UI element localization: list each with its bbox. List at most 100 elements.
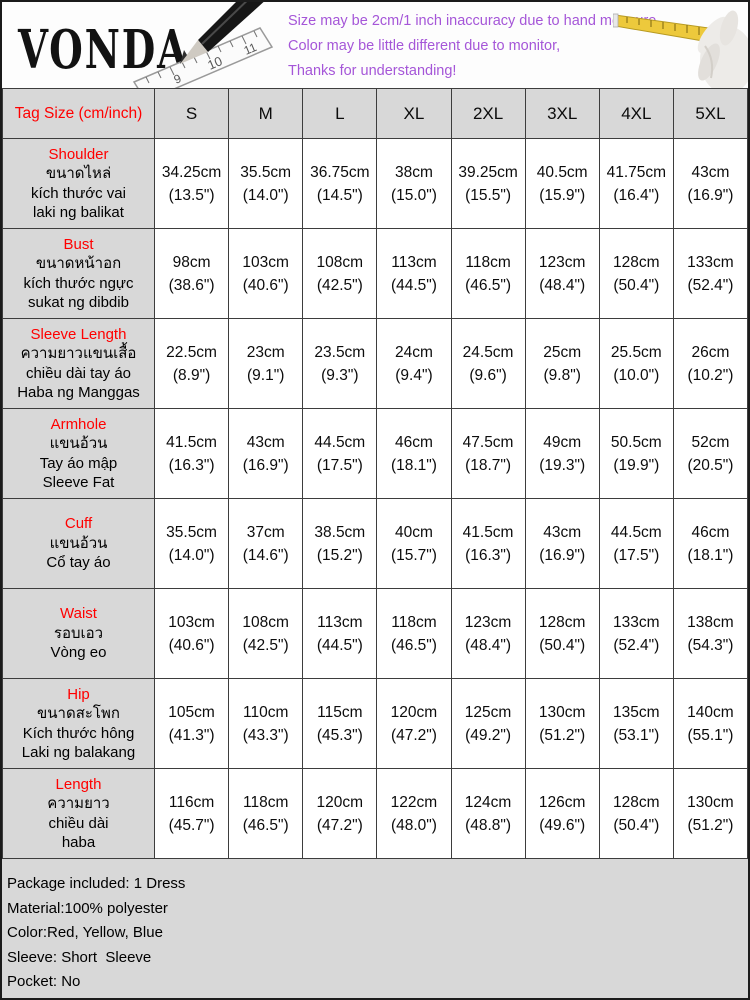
row-label-translation: Vòng eo <box>50 644 107 662</box>
size-cell: 120cm (47.2") <box>302 768 378 859</box>
size-value-cm: 123cm <box>464 613 512 631</box>
row-label-translation: ความยาวแขนเสื้อ <box>20 345 137 362</box>
size-value-cm: 133cm <box>613 613 660 631</box>
row-header-bust: Bust ขนาดหน้าอก kích thước ngực sukat ng di… <box>2 228 155 319</box>
svg-text:9: 9 <box>172 71 184 87</box>
size-value-inch: (18.1") <box>687 546 734 564</box>
size-cell: 115cm (45.3") <box>302 678 378 769</box>
size-value-inch: (41.3") <box>168 726 215 744</box>
size-cell: 37cm (14.6") <box>228 498 304 589</box>
size-value-inch: (8.9") <box>172 366 211 384</box>
size-chart-table: Tag Size (cm/inch) S M L XL 2XL 3XL 4XL 5XL Shou… <box>2 88 748 859</box>
ruler-icon: 9 10 11 <box>132 27 274 88</box>
size-value-inch: (42.5") <box>316 276 363 294</box>
size-value-cm: 120cm <box>316 793 364 811</box>
row-label-translation: haba <box>61 834 96 851</box>
size-cell: 130cm (51.2") <box>524 678 600 769</box>
row-label: Waist <box>60 605 97 623</box>
size-cell: 108cm (42.5") <box>302 228 378 319</box>
size-value-cm: 125cm <box>464 703 512 721</box>
size-value-cm: 22.5cm <box>166 343 217 361</box>
size-cell: 128cm (50.4") <box>524 588 600 679</box>
row-label-translation: kích thước vai <box>31 184 126 202</box>
size-value-cm: 38.5cm <box>314 523 366 541</box>
svg-text:10: 10 <box>205 53 224 72</box>
row-label-translation: Cổ tay áo <box>46 554 111 572</box>
measure-note-line: Size may be 2cm/1 inch inaccuracy due to… <box>288 13 661 29</box>
measure-notes: Size may be 2cm/1 inch inaccuracy due to… <box>288 9 660 84</box>
row-label: Shoulder <box>48 145 109 163</box>
size-value-cm: 43cm <box>691 163 730 181</box>
size-value-cm: 39.25cm <box>458 163 518 181</box>
size-value-inch: (46.5") <box>465 276 512 294</box>
size-value-cm: 130cm <box>687 793 734 811</box>
measure-note-line: Color may be little different due to mon… <box>288 38 561 54</box>
svg-text:11: 11 <box>242 40 259 58</box>
size-value-inch: (44.5") <box>390 276 437 294</box>
product-detail-line: Pocket: No <box>7 973 81 990</box>
size-cell: 41.75cm (16.4") <box>598 138 674 229</box>
column-header-5xl: 5XL <box>672 88 748 139</box>
size-value-inch: (51.2") <box>539 726 586 744</box>
size-value-cm: 108cm <box>242 613 289 631</box>
header-banner: VONDA 9 10 11 <box>2 2 748 88</box>
row-label-translation: chiều dài <box>48 814 109 832</box>
size-value-inch: (15.5") <box>465 186 512 204</box>
size-value-cm: 128cm <box>613 253 660 271</box>
size-value-cm: 38cm <box>394 163 433 181</box>
size-value-cm: 120cm <box>390 703 438 721</box>
size-cell: 22.5cm (8.9") <box>153 318 230 409</box>
size-value-inch: (16.3") <box>465 546 512 564</box>
row-label-translation: Tay áo mập <box>39 454 118 472</box>
size-value-inch: (17.5") <box>316 456 363 474</box>
table-row: Bust ขนาดหน้าอก kích thước ngực sukat ng di… <box>2 228 748 319</box>
row-header-armhole: Armhole แขนอ้วน Tay áo mập Sleeve Fat <box>2 408 155 499</box>
size-cell: 98cm (38.6") <box>153 228 230 319</box>
size-cell: 44.5cm (17.5") <box>598 498 674 589</box>
row-label: Bust <box>63 235 94 253</box>
row-label-translation: รอบเอว <box>53 624 104 642</box>
table-row: Waist รอบเอว Vòng eo 103cm (40.6") 108cm (42.5… <box>2 588 748 679</box>
row-label-translation: kích thước ngực <box>23 274 134 292</box>
size-value-cm: 98cm <box>172 253 211 271</box>
size-value-cm: 130cm <box>538 703 586 721</box>
size-value-inch: (13.5") <box>168 186 215 204</box>
size-value-cm: 103cm <box>168 613 215 631</box>
size-value-cm: 41.75cm <box>606 163 667 181</box>
size-value-cm: 135cm <box>613 703 660 721</box>
size-value-inch: (48.8") <box>465 816 512 834</box>
size-cell: 128cm (50.4") <box>598 768 674 859</box>
size-value-inch: (14.5") <box>316 186 363 204</box>
size-cell: 23cm (9.1") <box>228 318 304 409</box>
size-value-inch: (19.3") <box>539 456 586 474</box>
size-value-cm: 25.5cm <box>610 343 662 361</box>
row-label-translation: Haba ng Manggas <box>17 384 140 401</box>
size-cell: 118cm (46.5") <box>228 768 304 859</box>
row-label-translation: Sleeve Fat <box>42 474 115 491</box>
column-header-s: S <box>153 88 230 139</box>
size-cell: 43cm (16.9") <box>672 138 748 229</box>
size-value-cm: 43cm <box>246 433 285 451</box>
table-row: Cuff แขนอ้วน Cổ tay áo 35.5cm (14.0") 37cm (14… <box>2 498 748 589</box>
size-cell: 126cm (49.6") <box>524 768 600 859</box>
size-cell: 49cm (19.3") <box>524 408 600 499</box>
size-value-cm: 128cm <box>538 613 586 631</box>
size-cell: 116cm (45.7") <box>153 768 230 859</box>
measuring-tape-icon <box>613 13 710 43</box>
size-value-inch: (50.4") <box>539 636 586 654</box>
pencil-ruler-graphic: 9 10 11 <box>132 2 274 88</box>
size-value-inch: (50.4") <box>613 816 660 834</box>
size-value-cm: 103cm <box>242 253 289 271</box>
size-value-inch: (52.4") <box>687 276 734 294</box>
size-value-cm: 110cm <box>243 703 289 721</box>
size-cell: 103cm (40.6") <box>228 228 304 319</box>
row-label-translation: ขนาดไหล่ <box>45 165 112 182</box>
column-header-xl: XL <box>376 88 452 139</box>
size-value-cm: 105cm <box>168 703 215 721</box>
size-cell: 133cm (52.4") <box>672 228 748 319</box>
size-chart-body: Shoulder ขนาดไหล่ kích thước vai laki ng ba… <box>2 138 748 859</box>
size-value-inch: (43.3") <box>242 726 289 744</box>
size-cell: 123cm (48.4") <box>450 588 526 679</box>
size-cell: 52cm (20.5") <box>672 408 748 499</box>
